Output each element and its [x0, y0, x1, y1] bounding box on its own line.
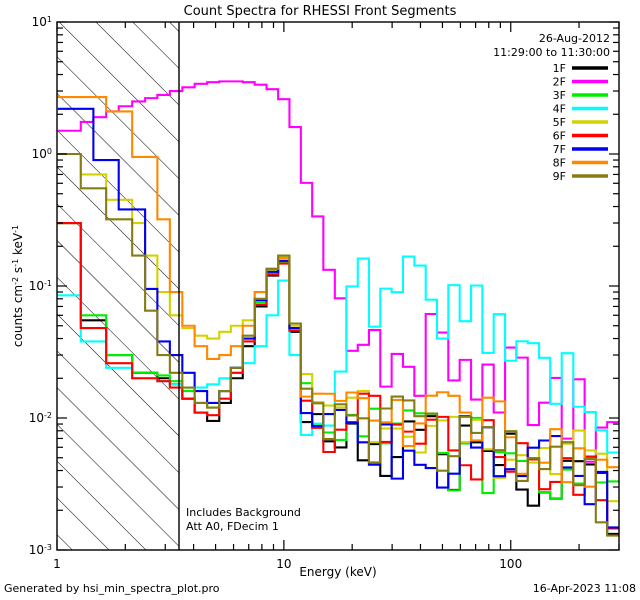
y-axis-tick-labels: 101 100 10-1 10-2 10-3 — [29, 15, 52, 558]
y-axis-label: counts cm-2 s-1 keV-1 — [11, 225, 26, 347]
hatched-attenuator-region — [57, 22, 179, 550]
legend-label-2f: 2F — [553, 76, 566, 89]
y-axis-label-sup2: -1 — [11, 259, 20, 267]
y-tick-label: 100 — [32, 147, 52, 162]
spectrum-line-7f — [57, 107, 619, 529]
footer-timestamp: 16-Apr-2023 11:08 — [533, 582, 636, 595]
spectrum-line-2f — [57, 80, 619, 463]
annotation-attenuator-state: Att A0, FDecim 1 — [186, 520, 279, 533]
legend-label-8f: 8F — [553, 157, 566, 170]
legend-label-6f: 6F — [553, 130, 566, 143]
y-tick-label: 10-1 — [29, 279, 52, 294]
y-axis-label-mid2: keV — [11, 232, 25, 259]
y-axis-label-mid: s — [11, 267, 25, 277]
x-tick-label: 100 — [499, 557, 522, 571]
x-tick-label: 1 — [53, 557, 61, 571]
observation-time-range: 11:29:00 to 11:30:00 — [493, 46, 610, 59]
legend-label-7f: 7F — [553, 143, 566, 156]
x-axis-label: Energy (keV) — [299, 565, 376, 579]
spectrum-line-9f — [57, 152, 619, 537]
spectra-curves — [57, 80, 619, 537]
y-axis-label-sup3: -1 — [11, 225, 20, 233]
observation-date: 26-Aug-2012 — [539, 32, 610, 45]
legend-label-1f: 1F — [553, 62, 566, 75]
legend-label-9f: 9F — [553, 170, 566, 183]
footer-generator: Generated by hsi_min_spectra_plot.pro — [4, 582, 220, 595]
legend-label-4f: 4F — [553, 103, 566, 116]
y-tick-label: 101 — [32, 15, 52, 30]
legend-label-3f: 3F — [553, 89, 566, 102]
x-axis-ticks — [56, 22, 620, 550]
y-tick-label: 10-3 — [29, 543, 52, 558]
y-axis-label-base: counts cm — [11, 285, 25, 347]
x-tick-label: 10 — [276, 557, 291, 571]
y-axis-label-sup1: -2 — [11, 277, 20, 285]
annotation-includes-background: Includes Background — [186, 506, 301, 519]
y-tick-label: 10-2 — [29, 411, 52, 426]
x-axis-tick-labels: 1 10 100 — [53, 557, 522, 571]
legend-label-5f: 5F — [553, 116, 566, 129]
page-title: Count Spectra for RHESSI Front Segments — [184, 4, 457, 19]
y-axis-ticks — [57, 21, 619, 551]
svg-text:counts cm-2 s-1 keV-1: counts cm-2 s-1 keV-1 — [11, 225, 26, 347]
